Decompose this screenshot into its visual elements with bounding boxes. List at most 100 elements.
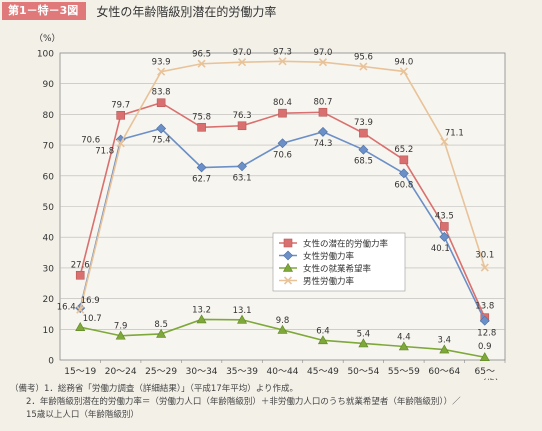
legend-marker <box>283 276 293 285</box>
y-tick-label: 90 <box>43 80 55 90</box>
x-tick-label: 55～59 <box>388 367 420 377</box>
x-tick-label: 25～29 <box>145 367 177 377</box>
data-point <box>156 123 167 134</box>
legend-marker <box>283 250 293 261</box>
data-labels: 27.6 79.7 83.8 75.8 76.3 80.4 80.7 73.9 65.2 43.5… <box>57 47 496 352</box>
data-point <box>398 341 409 351</box>
y-tick-label: 40 <box>43 234 55 244</box>
legend-item-label: 女性の潜在的労働力率 <box>303 239 389 250</box>
x-marker-stroke <box>399 67 408 76</box>
data-label: 74.3 <box>313 139 332 149</box>
figure-header: 第1－特－3図 女性の年齢階級別潜在的労働力率 <box>0 0 542 22</box>
data-label: 97.0 <box>313 48 332 58</box>
data-label: 97.3 <box>273 47 292 57</box>
x-tick-label: 60～64 <box>428 367 460 377</box>
x-tick-label: 20～24 <box>105 367 137 377</box>
data-point <box>197 59 206 68</box>
data-point <box>196 162 207 173</box>
data-point <box>75 322 86 331</box>
data-point <box>359 128 368 138</box>
data-label: 10.7 <box>83 314 102 324</box>
data-label: 27.6 <box>71 260 90 270</box>
data-point <box>237 161 247 172</box>
data-label: 70.6 <box>81 135 100 145</box>
data-point <box>237 58 247 67</box>
y-tick-label: 50 <box>43 203 55 213</box>
data-label: 96.5 <box>192 50 211 60</box>
data-point <box>75 270 85 280</box>
notes: （備考）1．総務省「労働力調査（詳細結果）」（平成17年平均）より作成。 2．年… <box>10 383 535 422</box>
data-point <box>156 328 167 338</box>
data-point <box>116 111 125 120</box>
axes: 0 10 20 30 40 50 60 70 80 90 100 （%） 15～19 20～24 25～29… <box>34 33 506 380</box>
data-label: 75.8 <box>192 112 211 122</box>
legend-marker <box>282 262 294 272</box>
data-label: 97.0 <box>233 48 252 58</box>
x-marker-stroke <box>278 57 287 66</box>
data-point <box>278 108 287 118</box>
data-point <box>359 62 368 71</box>
data-label: 79.7 <box>111 100 130 110</box>
data-point <box>277 324 288 334</box>
y-tick-label: 70 <box>43 142 55 152</box>
y-tick-label: 20 <box>43 295 55 305</box>
data-point <box>76 305 85 314</box>
data-label: 70.6 <box>273 150 292 160</box>
note-definition: 2．年齢階級別潜在的労働力率＝（労働力人口（年齢階級別）＋非労働力人口のうち就業… <box>26 397 461 407</box>
x-marker-stroke <box>318 58 328 67</box>
data-label: 80.4 <box>273 98 292 108</box>
note-definition-cont: 15歳以上人口（年齢階級別） <box>26 410 139 420</box>
data-label: 65.2 <box>394 145 413 155</box>
data-label: 6.4 <box>316 326 330 336</box>
data-point <box>358 144 369 155</box>
data-label: 93.9 <box>152 58 171 68</box>
y-tick-label: 60 <box>43 172 55 182</box>
data-label: 0.9 <box>478 342 492 352</box>
x-marker-stroke <box>116 139 125 148</box>
data-label: 13.8 <box>475 302 494 312</box>
data-point <box>318 58 328 67</box>
x-tick-label: 65～ <box>475 367 495 377</box>
x-tick-label: 40～44 <box>267 367 299 377</box>
data-label: 94.0 <box>394 57 413 67</box>
data-label: 12.8 <box>477 329 496 339</box>
y-tick-label: 0 <box>48 357 54 367</box>
data-point <box>439 231 450 242</box>
legend-marker <box>283 238 293 248</box>
data-point <box>196 314 207 324</box>
y-tick-label: 80 <box>43 111 55 121</box>
data-label: 40.1 <box>431 244 450 254</box>
data-label: 13.2 <box>192 305 211 315</box>
data-label: 71.8 <box>95 147 114 157</box>
x-tick-label: 15～19 <box>64 367 96 377</box>
data-point <box>318 126 328 137</box>
note-source: （備考）1．総務省「労働力調査（詳細結果）」（平成17年平均）より作成。 <box>10 384 299 394</box>
data-label: 73.9 <box>354 118 373 128</box>
data-point <box>237 314 248 324</box>
data-label: 13.1 <box>233 306 252 316</box>
data-label: 8.5 <box>154 320 168 330</box>
x-tick-label: 30～34 <box>186 367 218 377</box>
data-label: 30.1 <box>475 251 494 261</box>
grid-lines <box>59 52 506 361</box>
x-marker-stroke <box>197 59 206 68</box>
data-point <box>439 344 450 354</box>
x-marker-stroke <box>440 137 449 146</box>
data-point <box>440 222 449 231</box>
x-tick-label: 50～54 <box>347 367 379 377</box>
data-label: 71.1 <box>445 129 464 139</box>
data-point <box>115 330 126 340</box>
y-tick-label: 10 <box>43 326 55 336</box>
data-point <box>156 98 166 108</box>
data-point <box>318 107 328 117</box>
data-label: 60.8 <box>394 180 413 190</box>
legend-item-label: 女性の就業希望率 <box>303 264 372 275</box>
data-label: 75.4 <box>152 136 171 146</box>
data-point <box>480 263 489 272</box>
data-point <box>358 338 369 348</box>
x-marker-stroke <box>480 263 489 272</box>
data-label: 63.1 <box>233 173 252 183</box>
data-point <box>157 67 166 76</box>
y-axis-unit: （%） <box>34 33 61 44</box>
